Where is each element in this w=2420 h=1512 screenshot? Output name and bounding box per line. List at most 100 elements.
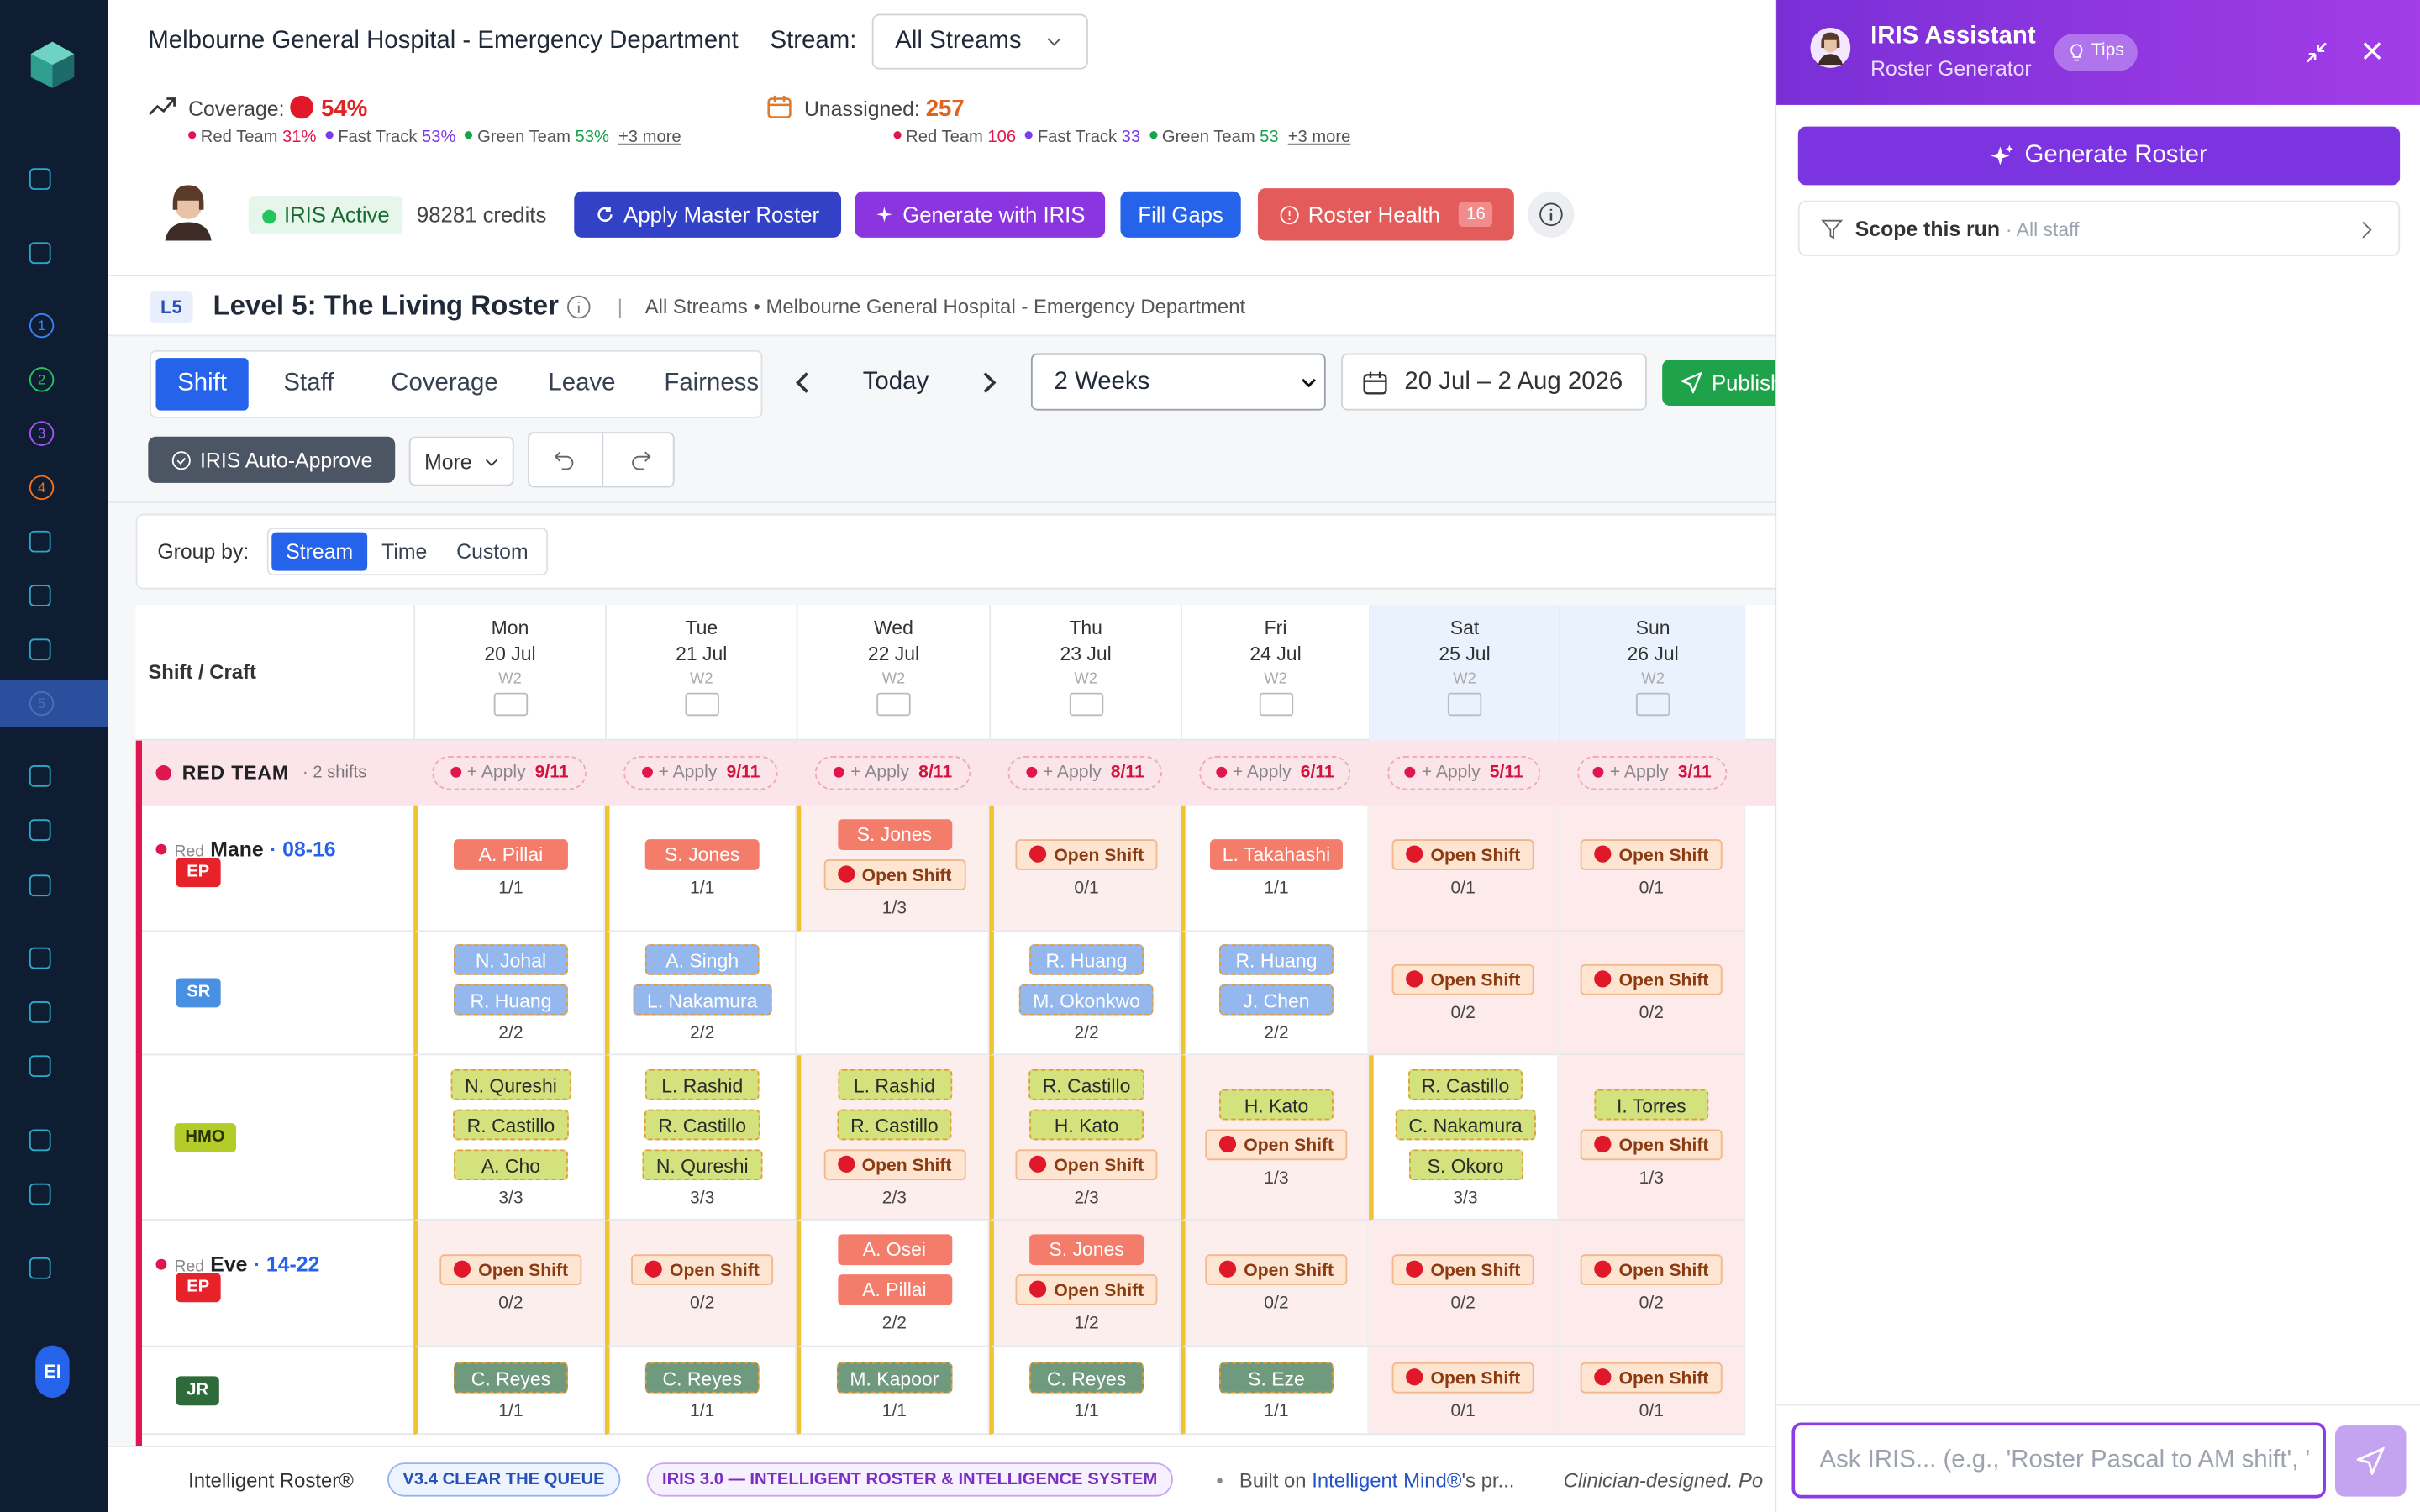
roster-cell[interactable]: Open Shift 0/1 bbox=[1559, 1347, 1746, 1436]
open-shift-chip[interactable]: Open Shift bbox=[1580, 1254, 1723, 1286]
staff-chip[interactable]: M. Okonkwo bbox=[1018, 984, 1155, 1016]
roster-cell[interactable]: C. Reyes 1/1 bbox=[989, 1347, 1181, 1436]
nav-icon[interactable] bbox=[29, 1129, 51, 1152]
view-tab[interactable]: Staff bbox=[283, 370, 334, 397]
roster-cell[interactable]: L. Takahashi 1/1 bbox=[1181, 805, 1370, 932]
staff-chip[interactable]: R. Huang bbox=[1219, 944, 1334, 975]
staff-chip[interactable]: R. Castillo bbox=[1028, 1068, 1144, 1100]
apply-pill[interactable]: + Apply 6/11 bbox=[1199, 756, 1351, 790]
staff-chip[interactable]: H. Kato bbox=[1219, 1088, 1334, 1120]
scope-row[interactable]: Scope this run · All staff bbox=[1797, 200, 2401, 256]
nav-icon[interactable] bbox=[29, 585, 51, 606]
staff-chip[interactable]: L. Takahashi bbox=[1210, 839, 1343, 870]
open-shift-chip[interactable]: Open Shift bbox=[1580, 1361, 1723, 1393]
auto-approve-button[interactable]: IRIS Auto-Approve bbox=[148, 436, 396, 483]
open-shift-chip[interactable]: Open Shift bbox=[1392, 963, 1534, 995]
group-option[interactable]: Time bbox=[381, 539, 428, 564]
roster-cell[interactable]: Open Shift 0/1 bbox=[989, 805, 1181, 932]
nav-badge[interactable]: 2 bbox=[29, 367, 55, 392]
minimize-button[interactable] bbox=[2304, 40, 2328, 65]
roster-cell[interactable]: Open Shift 0/1 bbox=[1559, 805, 1746, 932]
roster-cell[interactable]: Open Shift 0/2 bbox=[1181, 1220, 1370, 1347]
staff-chip[interactable]: C. Reyes bbox=[644, 1361, 760, 1393]
open-shift-chip[interactable]: Open Shift bbox=[823, 859, 966, 890]
close-button[interactable] bbox=[2361, 40, 2383, 62]
open-shift-chip[interactable]: Open Shift bbox=[1205, 1128, 1348, 1160]
nav-icon[interactable] bbox=[29, 168, 51, 190]
staff-chip[interactable]: C. Nakamura bbox=[1394, 1108, 1537, 1140]
open-shift-chip[interactable]: Open Shift bbox=[1015, 1274, 1158, 1305]
view-tab[interactable]: Coverage bbox=[391, 370, 498, 397]
open-shift-chip[interactable]: Open Shift bbox=[631, 1254, 774, 1286]
nav-icon[interactable] bbox=[29, 242, 51, 265]
open-shift-chip[interactable]: Open Shift bbox=[1392, 1254, 1534, 1286]
open-shift-chip[interactable]: Open Shift bbox=[439, 1254, 582, 1286]
roster-cell[interactable]: C. Reyes 1/1 bbox=[413, 1347, 606, 1436]
date-range[interactable]: 20 Jul – 2 Aug 2026 bbox=[1341, 353, 1647, 411]
group-option[interactable]: Custom bbox=[456, 539, 529, 564]
chat-input[interactable]: Ask IRIS... (e.g., 'Roster Pascal to AM … bbox=[1791, 1422, 2326, 1499]
roster-cell[interactable]: M. Kapoor 1/1 bbox=[796, 1347, 990, 1436]
period-select[interactable]: 2 Weeks bbox=[1030, 353, 1326, 411]
comment-button[interactable] bbox=[684, 692, 719, 717]
staff-chip[interactable]: R. Castillo bbox=[1407, 1068, 1523, 1100]
staff-chip[interactable]: R. Huang bbox=[1029, 944, 1144, 975]
roster-cell[interactable]: C. Reyes 1/1 bbox=[605, 1347, 797, 1436]
roster-cell[interactable]: A. Singh L. Nakamura 2/2 bbox=[605, 932, 797, 1056]
roster-cell[interactable]: Open Shift 0/2 bbox=[1559, 932, 1746, 1056]
staff-chip[interactable]: A. Pillai bbox=[837, 1274, 952, 1305]
apply-pill[interactable]: + Apply 5/11 bbox=[1387, 756, 1541, 790]
staff-chip[interactable]: A. Osei bbox=[837, 1234, 952, 1266]
staff-chip[interactable]: S. Jones bbox=[837, 819, 952, 851]
staff-chip[interactable]: N. Qureshi bbox=[450, 1068, 571, 1100]
view-tab[interactable]: Fairness bbox=[664, 370, 760, 397]
nav-icon[interactable] bbox=[29, 1183, 51, 1205]
roster-cell[interactable]: R. Castillo C. Nakamura S. Okoro 3/3 bbox=[1369, 1055, 1560, 1221]
send-button[interactable] bbox=[2334, 1425, 2407, 1497]
staff-chip[interactable]: A. Singh bbox=[644, 944, 760, 975]
staff-chip[interactable]: I. Torres bbox=[1594, 1088, 1709, 1120]
nav-icon[interactable] bbox=[29, 765, 51, 787]
generate-iris-button[interactable]: Generate with IRIS bbox=[855, 191, 1106, 238]
comment-button[interactable] bbox=[1068, 692, 1103, 717]
roster-cell[interactable]: L. Rashid R. Castillo Open Shift 2/3 bbox=[796, 1055, 990, 1221]
roster-cell[interactable]: Open Shift 0/2 bbox=[1369, 932, 1560, 1056]
staff-chip[interactable]: A. Cho bbox=[454, 1148, 568, 1180]
staff-chip[interactable]: L. Nakamura bbox=[633, 984, 771, 1016]
open-shift-chip[interactable]: Open Shift bbox=[1580, 1128, 1723, 1160]
open-shift-chip[interactable]: Open Shift bbox=[1015, 1148, 1158, 1180]
nav-icon[interactable] bbox=[29, 819, 51, 842]
next-button[interactable] bbox=[980, 370, 998, 395]
open-shift-chip[interactable]: Open Shift bbox=[1205, 1254, 1348, 1286]
view-tab[interactable]: Shift bbox=[155, 358, 249, 411]
apply-pill[interactable]: + Apply 9/11 bbox=[432, 756, 587, 790]
redo-button[interactable] bbox=[629, 449, 651, 470]
staff-chip[interactable]: J. Chen bbox=[1219, 984, 1334, 1016]
comment-button[interactable] bbox=[1635, 692, 1670, 717]
view-tab[interactable]: Leave bbox=[548, 370, 616, 397]
staff-chip[interactable]: C. Reyes bbox=[454, 1361, 568, 1393]
roster-cell[interactable]: S. Eze 1/1 bbox=[1181, 1347, 1370, 1436]
generate-roster-button[interactable]: Generate Roster bbox=[1797, 126, 2401, 186]
nav-badge[interactable]: 1 bbox=[29, 312, 55, 339]
open-shift-chip[interactable]: Open Shift bbox=[1392, 1361, 1534, 1393]
info-button[interactable] bbox=[1528, 191, 1575, 238]
nav-badge[interactable]: 4 bbox=[29, 475, 55, 501]
nav-badge[interactable]: 5 bbox=[29, 690, 55, 717]
roster-cell[interactable]: A. Pillai 1/1 bbox=[413, 805, 606, 932]
roster-cell[interactable]: Open Shift 0/1 bbox=[1369, 805, 1560, 932]
group-option[interactable]: Stream bbox=[271, 532, 368, 571]
roster-cell[interactable]: Open Shift 0/2 bbox=[605, 1220, 797, 1347]
roster-cell[interactable]: R. Huang J. Chen 2/2 bbox=[1181, 932, 1370, 1056]
nav-icon[interactable] bbox=[29, 874, 51, 897]
apply-pill[interactable]: + Apply 8/11 bbox=[1007, 756, 1163, 790]
apply-pill[interactable]: + Apply 8/11 bbox=[814, 756, 971, 790]
roster-cell[interactable]: Open Shift 0/2 bbox=[1559, 1220, 1746, 1347]
roster-health-button[interactable]: Roster Health 16 bbox=[1257, 188, 1514, 241]
staff-chip[interactable]: H. Kato bbox=[1029, 1108, 1144, 1140]
roster-cell[interactable]: Open Shift 0/2 bbox=[1369, 1220, 1560, 1347]
comment-button[interactable] bbox=[492, 692, 528, 717]
staff-chip[interactable]: M. Kapoor bbox=[835, 1361, 953, 1393]
today-button[interactable]: Today bbox=[862, 368, 929, 396]
staff-chip[interactable]: N. Johal bbox=[454, 944, 568, 975]
